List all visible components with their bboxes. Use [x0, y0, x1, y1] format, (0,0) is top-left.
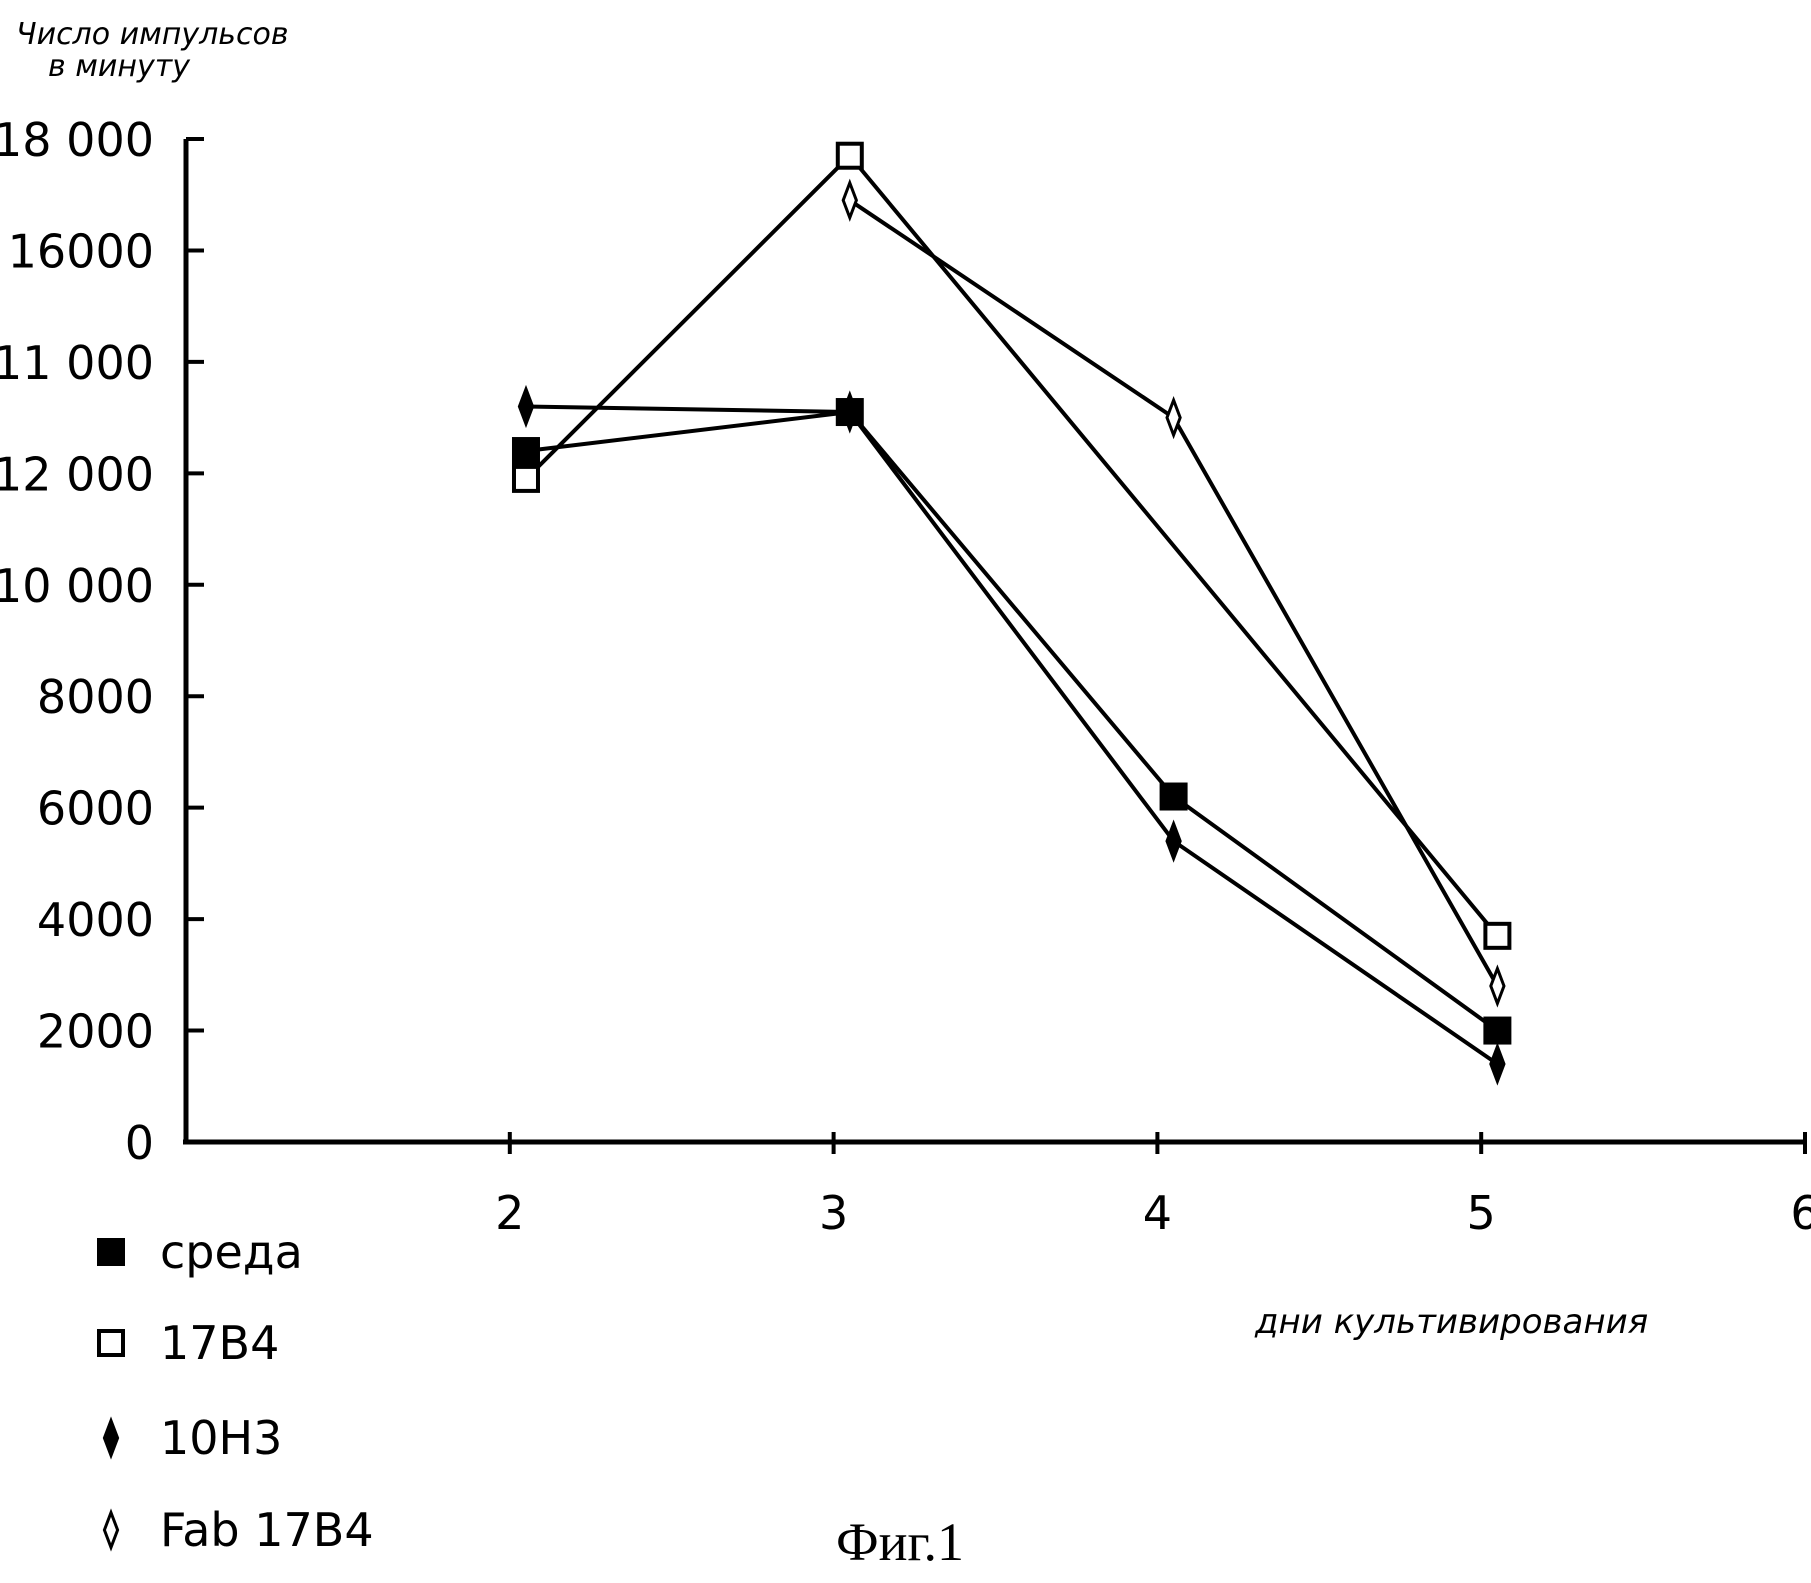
y-tick-label: 2000 [37, 1005, 154, 1059]
data-point [514, 439, 538, 463]
data-point [838, 144, 862, 168]
series-line-2 [526, 156, 1497, 936]
legend: среда 17B4 10H3 Fab 17B4 [99, 1225, 374, 1557]
series-line-1 [526, 412, 1497, 1031]
series-line-4 [850, 200, 1498, 986]
x-tick-label: 6 [1790, 1186, 1811, 1240]
y-axis-label: Число импульсов в минуту [16, 17, 289, 84]
x-tick-label: 2 [495, 1186, 524, 1240]
data-point [519, 389, 532, 424]
x-tick-label: 5 [1467, 1186, 1496, 1240]
series-line-3 [526, 406, 1497, 1064]
legend-marker [99, 1331, 123, 1355]
legend-label: среда [160, 1225, 303, 1279]
x-tick-label: 4 [1143, 1186, 1172, 1240]
x-axis-label: дни культивирования [1254, 1302, 1648, 1342]
y-axis-label-line-1: Число импульсов [16, 17, 289, 52]
legend-label: 10H3 [160, 1411, 282, 1465]
y-tick-label: 11 000 [0, 336, 154, 390]
data-point [1491, 969, 1504, 1004]
y-tick-label: 4000 [37, 893, 154, 947]
y-tick-label: 10 000 [0, 559, 154, 613]
y-axis-label-line-2: в минуту [48, 49, 191, 84]
y-tick-label: 16000 [8, 224, 154, 278]
y-tick-label: 6000 [37, 782, 154, 836]
data-point [843, 183, 856, 218]
y-tick-label: 12 000 [0, 447, 154, 501]
legend-marker [104, 1421, 117, 1456]
x-tick-label: 3 [819, 1186, 848, 1240]
y-tick-label: 18 000 [0, 113, 154, 167]
data-point [1167, 400, 1180, 435]
data-point [1162, 785, 1186, 809]
data-point [1485, 924, 1509, 948]
legend-label: Fab 17B4 [160, 1503, 374, 1557]
data-point [1491, 1047, 1504, 1082]
data-point [1485, 1019, 1509, 1043]
y-tick-label: 0 [125, 1116, 154, 1170]
figure-caption: Фиг.1 [836, 1512, 964, 1572]
data-point [1167, 824, 1180, 859]
data-point [514, 467, 538, 491]
y-tick-label: 8000 [37, 670, 154, 724]
legend-label: 17B4 [160, 1316, 279, 1370]
legend-marker [99, 1240, 123, 1264]
legend-marker [104, 1513, 117, 1548]
